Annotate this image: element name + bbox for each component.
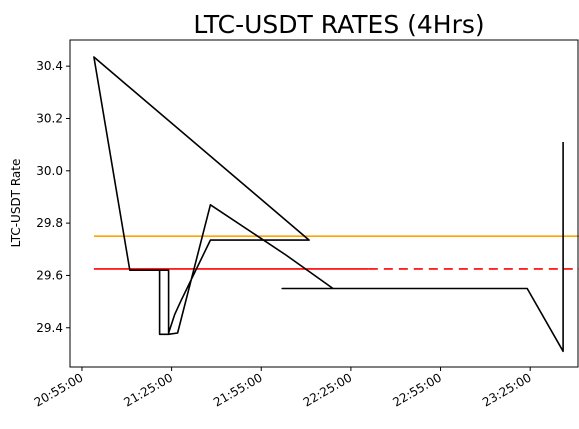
x-tick-label: 21:55:00 [211,370,265,409]
y-axis-label: LTC-USDT Rate [9,159,23,248]
x-tick-label: 21:25:00 [121,370,175,409]
x-axis: 20:55:00 21:25:00 21:55:00 22:25:00 22:55:00… [32,367,534,410]
y-tick-label: 29.4 [36,321,63,335]
y-tick-label: 30.4 [36,59,63,73]
series-line-0 [93,56,564,353]
y-tick-label: 30.2 [36,111,63,125]
y-axis: 29.4 29.6 29.8 30.0 30.2 30.4 [36,59,70,335]
chart-title: LTC-USDT RATES (4Hrs) [193,10,484,39]
plot-frame [69,39,579,368]
x-tick-label: 23:25:00 [480,370,534,409]
x-tick-label: 22:25:00 [301,370,355,409]
y-tick-label: 30.0 [36,164,63,178]
plot-area [93,56,579,353]
y-tick-label: 29.6 [36,268,63,282]
x-tick-label: 22:55:00 [390,370,444,409]
y-tick-label: 29.8 [36,216,63,230]
x-tick-label: 20:55:00 [32,370,86,409]
